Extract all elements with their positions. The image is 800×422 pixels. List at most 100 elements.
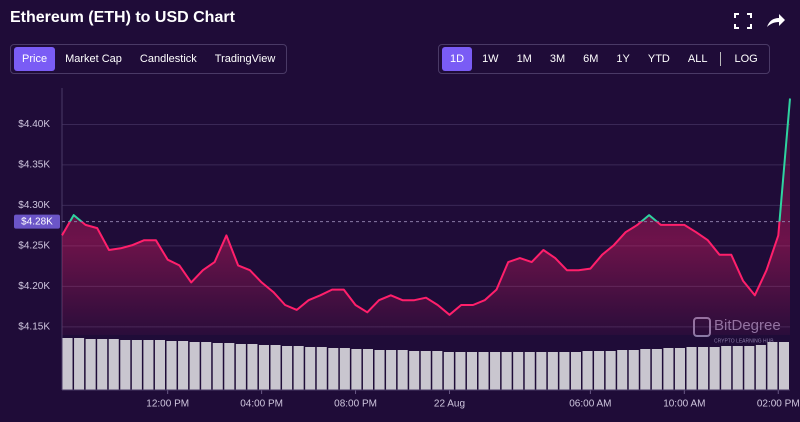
volume-bar [709, 347, 720, 390]
volume-bar [120, 340, 131, 390]
volume-bar [178, 341, 189, 390]
volume-bar [189, 342, 200, 390]
x-tick-label: 12:00 PM [146, 399, 189, 410]
reference-label: $4.28K [21, 216, 53, 227]
volume-bar [663, 348, 674, 390]
x-tick-label: 08:00 PM [334, 399, 377, 410]
x-tick-label: 06:00 AM [569, 399, 611, 410]
volume-bar [74, 338, 85, 390]
volume-bar [536, 352, 547, 390]
volume-bar [85, 339, 96, 390]
volume-bar [97, 339, 108, 390]
tab[interactable]: ALL [687, 53, 708, 65]
volume-bar [501, 352, 512, 390]
volume-bar [270, 345, 281, 390]
volume-bar [316, 347, 327, 390]
y-tick-label: $4.25K [18, 241, 50, 252]
price-area [62, 98, 790, 335]
volume-bar [235, 344, 246, 390]
volume-bar [755, 345, 766, 390]
volume-bar [628, 350, 639, 390]
volume-bar [397, 350, 408, 390]
chart-tabs: Price Market Cap Candlestick TradingView [10, 44, 288, 74]
volume-bar [362, 349, 373, 390]
volume-bar [108, 339, 119, 390]
volume-bar [212, 343, 223, 390]
tab[interactable]: YTD [647, 53, 670, 65]
tab[interactable]: 3M [549, 53, 566, 65]
volume-bar [62, 338, 73, 390]
volume-bar [594, 351, 605, 390]
x-tick-label: 22 Aug [434, 399, 465, 410]
watermark-tagline: CRYPTO LEARNING HUB [714, 338, 774, 344]
volume-bar [339, 348, 350, 390]
volume-bar [201, 342, 212, 390]
x-tick-label: 04:00 PM [240, 399, 283, 410]
tab[interactable]: 1W [482, 53, 499, 65]
volume-bar [547, 352, 558, 390]
tab[interactable]: Candlestick [139, 53, 197, 65]
share-icon[interactable] [767, 14, 785, 27]
volume-bar [282, 346, 293, 390]
volume-bar [166, 341, 177, 390]
volume-bar [247, 344, 258, 390]
volume-bar [455, 352, 466, 390]
volume-bar [351, 349, 362, 390]
volume-bar [605, 351, 616, 390]
volume-bar [432, 351, 443, 390]
volume-bar [778, 342, 789, 390]
y-tick-label: $4.40K [18, 119, 50, 130]
volume-bar [154, 340, 165, 390]
volume-bar [443, 352, 454, 390]
tab[interactable]: Market Cap [65, 53, 122, 65]
volume-bar [640, 349, 651, 390]
volume-bar [490, 352, 501, 390]
tab[interactable]: Price [14, 47, 56, 71]
x-tick-label: 10:00 AM [663, 399, 705, 410]
volume-bar [305, 347, 316, 390]
price-line [61, 98, 791, 316]
y-tick-label: $4.20K [18, 281, 50, 292]
title: Ethereum (ETH) to USD Chart [10, 9, 235, 26]
volume-bar [732, 346, 743, 390]
volume-bar [131, 340, 142, 390]
volume-bar [258, 345, 269, 390]
volume-bar [651, 349, 662, 390]
volume-bar [767, 342, 778, 390]
reference-label-bg [14, 214, 60, 229]
volume-bar [478, 352, 489, 390]
x-tick-label: 02:00 PM [757, 399, 800, 410]
volume-bar [386, 350, 397, 390]
volume-bar [143, 340, 154, 390]
tab[interactable]: 1Y [616, 53, 630, 65]
volume-bar [674, 348, 685, 390]
y-tick-label: $4.35K [18, 160, 50, 171]
volume-bar [582, 351, 593, 390]
fullscreen-icon[interactable] [734, 13, 752, 29]
volume-bar [513, 352, 524, 390]
volume-bar [617, 350, 628, 390]
range-tabs: 1D 1W 1M 3M 6M 1Y YTD ALL LOG [438, 44, 770, 74]
volume-bar [224, 343, 235, 390]
tab[interactable]: TradingView [214, 53, 276, 65]
volume-bar [466, 352, 477, 390]
volume-bar [374, 350, 385, 390]
tab[interactable]: 1D [442, 47, 473, 71]
volume-bar [721, 346, 732, 390]
tab[interactable]: 6M [583, 53, 599, 65]
volume-bar [559, 352, 570, 390]
tab[interactable]: LOG [734, 53, 758, 65]
volume-bar [293, 346, 304, 390]
volume-bar [698, 347, 709, 390]
volume-bar [328, 348, 339, 390]
volume-bar [420, 351, 431, 390]
volume-bar [524, 352, 535, 390]
volume-bar [409, 351, 420, 390]
volume-bar [570, 352, 581, 390]
volume-bar [744, 346, 755, 390]
volume-bar [686, 347, 697, 390]
y-tick-label: $4.15K [18, 322, 50, 333]
tab[interactable]: 1M [516, 53, 532, 65]
